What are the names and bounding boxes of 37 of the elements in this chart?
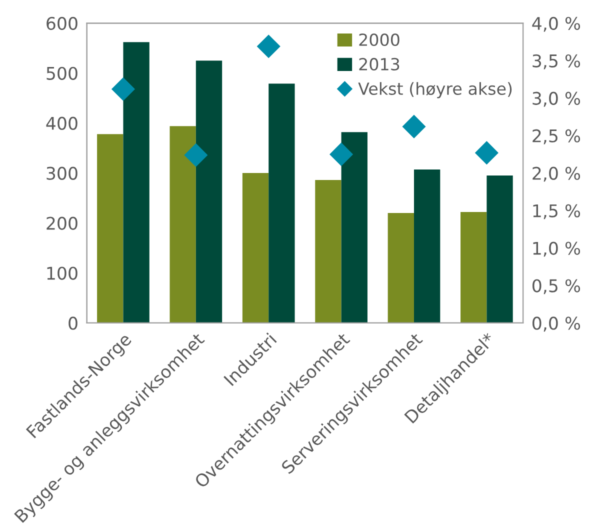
- bar: [486, 176, 513, 323]
- bar: [170, 126, 196, 323]
- y-tick-label: 500: [46, 66, 78, 80]
- y-tick-label: 400: [46, 116, 78, 130]
- bar: [196, 60, 222, 323]
- point: [257, 34, 280, 58]
- point: [184, 144, 208, 167]
- y-tick-label: 600: [46, 16, 78, 30]
- bar: [97, 134, 124, 323]
- y2-tick-label: 3,5 %: [532, 54, 580, 70]
- point: [112, 78, 135, 101]
- y2-tick-label: 4,0 %: [532, 16, 580, 32]
- y2-tick-label: 0,0 %: [532, 316, 580, 332]
- point: [330, 142, 353, 166]
- bar: [460, 212, 487, 323]
- y2-tick-label: 0,5 %: [532, 279, 580, 294]
- y2-tick-label: 2,0 %: [532, 166, 580, 182]
- y-tick-label: 100: [47, 266, 78, 280]
- bar: [268, 84, 295, 323]
- y-tick-label: 0: [68, 316, 78, 330]
- bar: [242, 173, 269, 323]
- y-tick-label: 300: [46, 166, 78, 180]
- point: [475, 141, 498, 164]
- bar: [123, 42, 150, 323]
- legend-label: 2000: [359, 33, 400, 46]
- y2-tick-label: 1,0 %: [533, 242, 580, 257]
- bar: [341, 132, 368, 323]
- y2-tick-label: 3,0 %: [532, 92, 580, 107]
- legend-label: 2013: [359, 58, 400, 71]
- bar: [388, 213, 414, 323]
- y-tick-label: 200: [46, 216, 78, 230]
- legend-label: Vekst (høyre akse): [358, 82, 512, 98]
- bar: [414, 170, 440, 323]
- point: [402, 115, 426, 138]
- y2-tick-label: 2,5 %: [532, 129, 580, 144]
- y2-tick-label: 1,5 %: [533, 204, 580, 220]
- bar: [315, 180, 342, 323]
